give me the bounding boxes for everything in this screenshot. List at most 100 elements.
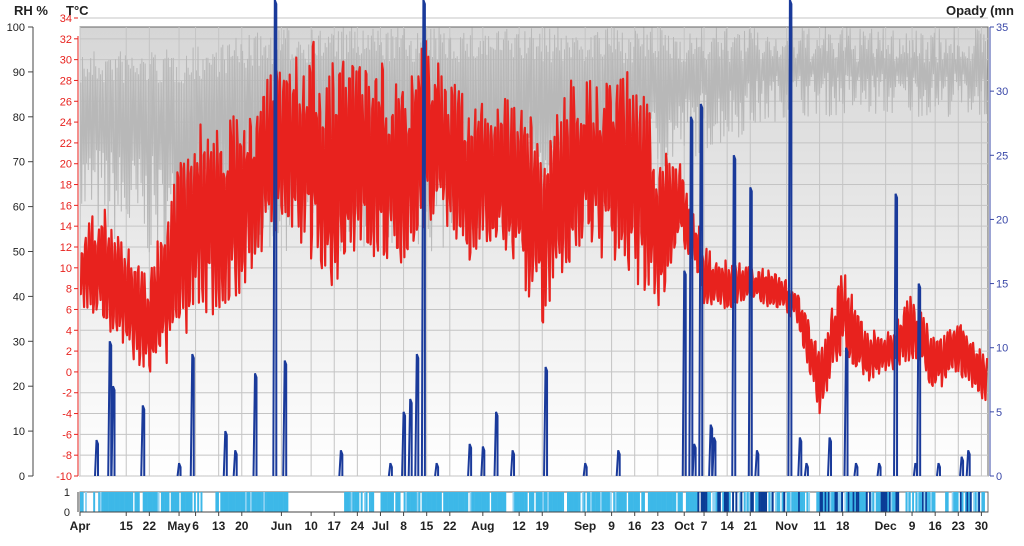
x-tick-label: 13: [212, 519, 226, 533]
wetness-bar: [411, 492, 414, 512]
wetness-bar: [185, 492, 188, 512]
precipitation-bar: [708, 424, 714, 477]
wetness-bar: [890, 492, 893, 512]
wetness-bar: [875, 492, 878, 512]
wetness-bar: [360, 492, 363, 512]
wetness-bar: [908, 492, 911, 512]
wetness-bar: [558, 492, 561, 512]
precipitation-bar: [615, 449, 621, 477]
wetness-bar: [459, 492, 462, 512]
wetness-bar: [727, 492, 730, 512]
wetness-bar: [160, 492, 163, 512]
wetness-bar: [786, 492, 789, 512]
temperature-series: [80, 39, 988, 415]
wetness-bar: [822, 492, 825, 512]
wetness-bar: [567, 492, 569, 512]
wetness-bar: [512, 492, 515, 512]
wetness-bar: [502, 492, 505, 512]
wetness-bar: [596, 492, 599, 512]
precipitation-bar: [853, 462, 859, 477]
wetness-bar: [590, 492, 593, 512]
wetness-bar: [945, 492, 948, 512]
wetness-bar: [633, 492, 636, 512]
wetness-bar: [491, 492, 494, 512]
wetness-bar: [601, 492, 604, 512]
wetness-bar: [959, 492, 962, 512]
wetness-bar: [837, 492, 840, 512]
wetness-bar: [246, 492, 249, 512]
wetness-bar: [697, 492, 700, 512]
wetness-bar: [798, 492, 801, 512]
wetness-bar: [114, 492, 117, 512]
wetness-bar: [155, 492, 158, 512]
wetness-bar: [127, 492, 130, 512]
wetness-bar: [928, 492, 931, 512]
wetness-bar: [456, 492, 459, 512]
wetness-bar: [101, 492, 104, 512]
wetness-bar: [474, 492, 477, 512]
wetness-bar: [347, 492, 350, 512]
temp-tick-label: 22: [60, 138, 72, 150]
wetness-bar: [879, 492, 881, 512]
wetness-bar: [694, 492, 697, 512]
precipitation-series: [94, 0, 971, 477]
wetness-bar: [415, 492, 418, 512]
temp-tick-label: 16: [60, 200, 72, 212]
wetness-bar: [499, 492, 502, 512]
wetness-bar: [276, 492, 279, 512]
wetness-bar: [918, 492, 921, 512]
wetness-bar: [562, 492, 565, 512]
wetness-bar: [103, 492, 106, 512]
precipitation-bar: [543, 366, 549, 477]
wetness-bar: [501, 492, 503, 512]
wetness-bar: [149, 492, 152, 512]
wetness-bar: [545, 492, 548, 512]
wetness-bar: [586, 492, 589, 512]
wetness-bar: [189, 492, 191, 512]
wetness-bar: [583, 492, 586, 512]
wetness-bar: [893, 492, 896, 512]
wetness-bar: [799, 492, 802, 512]
wetness-bar: [606, 492, 609, 512]
x-tick-label: Jun: [271, 519, 292, 533]
wetness-bar: [783, 492, 786, 512]
wetness-bar: [425, 492, 427, 512]
wetness-bar: [692, 492, 695, 512]
wetness-bar: [672, 492, 675, 512]
wetness-bar: [643, 492, 645, 512]
precipitation-bar: [935, 462, 941, 477]
wetness-bar: [164, 492, 167, 512]
wetness-bar: [146, 492, 148, 512]
precipitation-bar: [681, 270, 687, 477]
wetness-bar: [818, 492, 820, 512]
precipitation-bar: [754, 449, 760, 477]
wetness-bar: [568, 492, 571, 512]
wetness-bar: [228, 492, 231, 512]
wetness-bar: [395, 492, 398, 512]
wetness-bar: [572, 492, 574, 512]
wetness-bar: [836, 492, 839, 512]
wetness-bar: [961, 492, 964, 512]
wetness-bar: [517, 492, 520, 512]
precipitation-bar: [510, 449, 516, 477]
wetness-bar: [256, 492, 259, 512]
wetness-bar: [403, 492, 406, 512]
wetness-bar: [667, 492, 670, 512]
wetness-bar: [666, 492, 669, 512]
wetness-bar: [453, 492, 456, 512]
wetness-bar: [170, 492, 173, 512]
wetness-bar: [608, 492, 611, 512]
temp-tick-label: 12: [60, 242, 72, 254]
wetness-bar: [174, 492, 177, 512]
wetness-bar: [609, 492, 612, 512]
precipitation-bar: [698, 103, 704, 477]
wetness-bar: [964, 492, 967, 512]
wetness-bar: [519, 492, 522, 512]
wetness-bar: [187, 492, 190, 512]
wetness-bar: [259, 492, 262, 512]
wetness-bar: [794, 492, 797, 512]
wetness-bar: [463, 492, 465, 512]
precipitation-bar: [731, 154, 737, 477]
wetness-bar: [492, 492, 495, 512]
precipitation-bar: [107, 340, 113, 477]
